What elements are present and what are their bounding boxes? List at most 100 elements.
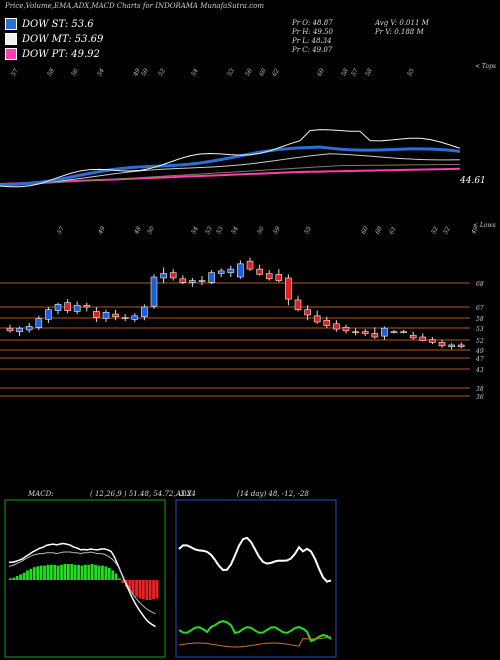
macd-hist-bar-28 <box>104 566 108 580</box>
macd-hist-bar-31 <box>114 573 118 580</box>
macd-hist-bar-41 <box>148 580 152 600</box>
price-axis-label-4: 52 <box>476 338 484 345</box>
ema-grey-line <box>0 153 461 186</box>
candle-body-12 <box>121 317 129 319</box>
price-axis-label-2: 58 <box>476 316 484 323</box>
candle-body-42 <box>409 334 417 339</box>
candle-body-32 <box>313 315 321 323</box>
legend-label-st: DOW ST: 53.6 <box>22 18 94 30</box>
candle-body-13 <box>131 315 139 320</box>
macd-hist-bar-21 <box>80 565 84 580</box>
macd-hist-bar-40 <box>145 580 149 600</box>
adx-label: ADX <box>176 490 192 498</box>
macd-hist-bar-37 <box>135 580 138 597</box>
macd-hist-bar-39 <box>141 580 145 600</box>
candle-body-2 <box>25 326 33 331</box>
candle-body-47 <box>457 344 465 348</box>
ohlc-close: Pr C: 49.07 <box>292 46 333 54</box>
macd-hist-bar-11 <box>46 564 50 580</box>
adx-plus-di-line <box>178 619 332 643</box>
macd-hist-bar-13 <box>53 564 57 580</box>
ema-brown-line <box>0 163 461 187</box>
macd-hist-bar-6 <box>29 568 33 580</box>
macd-line <box>8 542 156 628</box>
macd-hist-bar-3 <box>19 574 23 580</box>
price-axis-label-3: 53 <box>476 326 484 333</box>
candle-body-19 <box>189 280 196 283</box>
candle-body-17 <box>169 272 177 279</box>
macd-hist-bar-4 <box>22 572 26 580</box>
candle-body-38 <box>371 333 379 338</box>
candle-body-37 <box>361 331 369 334</box>
candle-body-24 <box>237 263 244 278</box>
legend-label-pt: DOW PT: 49.92 <box>22 48 100 60</box>
macd-params: ( 12,26,9 ) 51.48, 54.72, -3.24 <box>90 490 196 498</box>
macd-hist-bar-43 <box>155 580 159 599</box>
macd-hist-bar-15 <box>60 564 63 580</box>
macd-hist-bar-32 <box>118 578 121 580</box>
macd-hist-bar-10 <box>43 565 46 580</box>
macd-hist-bar-33 <box>121 580 125 584</box>
candle-body-11 <box>112 313 119 318</box>
candle-body-27 <box>265 273 273 280</box>
ohlc-high: Pr H: 49.50 <box>292 28 334 36</box>
legend-swatch-mt <box>5 33 17 45</box>
candle-body-4 <box>45 309 52 320</box>
ema-blue-line <box>0 145 461 187</box>
macd-hist-bar-24 <box>90 564 94 580</box>
candle-body-10 <box>102 312 110 319</box>
macd-hist-bar-25 <box>94 564 98 580</box>
macd-hist-bar-38 <box>138 580 142 599</box>
candle-body-40 <box>390 331 398 334</box>
candle-body-43 <box>419 336 427 341</box>
price-axis-label-8: 38 <box>476 386 484 393</box>
macd-hist-bar-0 <box>9 578 12 580</box>
price-axis-label-9: 36 <box>476 394 484 401</box>
lows-label: < Lows <box>473 222 496 229</box>
candle-body-44 <box>429 339 436 343</box>
legend-swatch-st <box>5 18 17 30</box>
macd-hist-bar-36 <box>131 580 135 595</box>
candle-body-45 <box>438 341 446 347</box>
candle-body-1 <box>16 327 23 333</box>
macd-signal-line <box>8 551 156 615</box>
adx-minus-di-line <box>178 636 332 648</box>
macd-hist-bar-29 <box>107 568 111 580</box>
candle-body-21 <box>208 272 215 283</box>
candle-body-23 <box>227 268 235 273</box>
macd-hist-bar-30 <box>111 570 115 580</box>
macd-hist-bar-23 <box>87 564 91 580</box>
macd-hist-bar-16 <box>63 564 67 580</box>
candle-body-31 <box>304 309 311 316</box>
price-white-line <box>0 129 461 188</box>
candle-body-30 <box>294 299 302 310</box>
candle-body-36 <box>352 331 359 334</box>
candle-body-26 <box>256 268 263 275</box>
candle-body-5 <box>54 304 62 311</box>
price-axis-label-6: 47 <box>475 356 484 363</box>
macd-hist-bar-19 <box>73 564 77 580</box>
candle-body-16 <box>160 273 167 279</box>
macd-hist-bar-1 <box>12 577 16 580</box>
adx-line <box>178 536 332 583</box>
adx-panel <box>175 499 337 658</box>
avg-volume: Avg V: 0.011 M <box>375 19 429 27</box>
macd-hist-bar-7 <box>32 567 36 580</box>
candle-body-41 <box>400 331 407 334</box>
candle-body-33 <box>323 319 331 326</box>
legend-dow-mt: DOW MT: 53.69 <box>5 33 103 45</box>
macd-hist-bar-35 <box>128 580 132 592</box>
tops-label: < Tops <box>475 63 497 70</box>
price-axis-label-1: 67 <box>476 305 484 312</box>
macd-hist-bar-20 <box>77 564 80 580</box>
candle-body-9 <box>93 311 100 318</box>
adx-params: (14 day) 48, -12, -28 <box>237 490 309 498</box>
candle-body-22 <box>217 270 225 274</box>
macd-hist-bar-17 <box>66 564 70 580</box>
legend-dow-st: DOW ST: 53.6 <box>5 18 94 30</box>
candle-body-34 <box>333 323 340 330</box>
candle-body-8 <box>83 304 91 308</box>
macd-label: MACD: <box>28 490 54 498</box>
macd-hist-bar-27 <box>101 565 104 580</box>
